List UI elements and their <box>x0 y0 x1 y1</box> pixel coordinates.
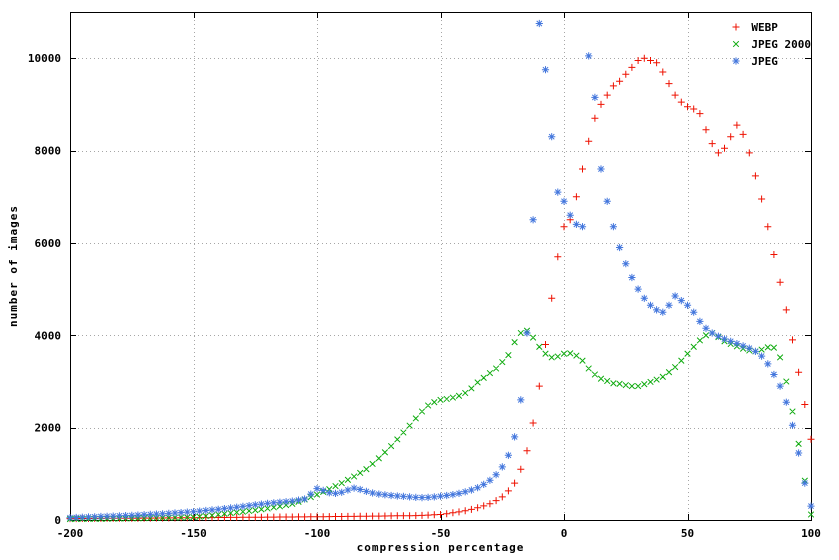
y-tick-label: 8000 <box>35 145 62 158</box>
plot-border <box>70 12 812 521</box>
legend-label-jpeg2000: JPEG 2000 <box>751 37 811 51</box>
y-tick-label: 6000 <box>35 237 62 250</box>
series-jpeg <box>66 19 815 522</box>
y-axis-label: number of images <box>6 205 20 327</box>
x-tick-label: 0 <box>561 527 568 540</box>
legend-item-jpeg: JPEG <box>728 54 778 68</box>
legend-item-jpeg2000: JPEG 2000 <box>728 37 811 51</box>
x-tick-label: -150 <box>180 527 207 540</box>
plus-marker-icon <box>732 23 740 31</box>
asterisk-marker-icon <box>732 57 740 65</box>
y-tick-label: 10000 <box>28 52 61 65</box>
y-tick-label: 2000 <box>35 422 62 435</box>
x-axis-label: compression percentage <box>356 541 525 554</box>
cross-marker-icon <box>733 40 740 48</box>
y-tick-label: 4000 <box>35 329 62 342</box>
legend: WEBP JPEG 2000 JPEG <box>728 20 811 68</box>
x-tick-label: 50 <box>681 527 694 540</box>
x-tick-label: 100 <box>801 527 821 540</box>
legend-item-webp: WEBP <box>728 20 778 34</box>
y-axis-label-container: number of images <box>4 12 22 520</box>
x-tick-label: -50 <box>431 527 451 540</box>
x-tick-label: -100 <box>304 527 331 540</box>
legend-label-webp: WEBP <box>751 20 778 34</box>
legend-label-jpeg: JPEG <box>751 54 778 68</box>
x-tick-label: -200 <box>57 527 84 540</box>
y-tick-label: 0 <box>54 514 61 527</box>
